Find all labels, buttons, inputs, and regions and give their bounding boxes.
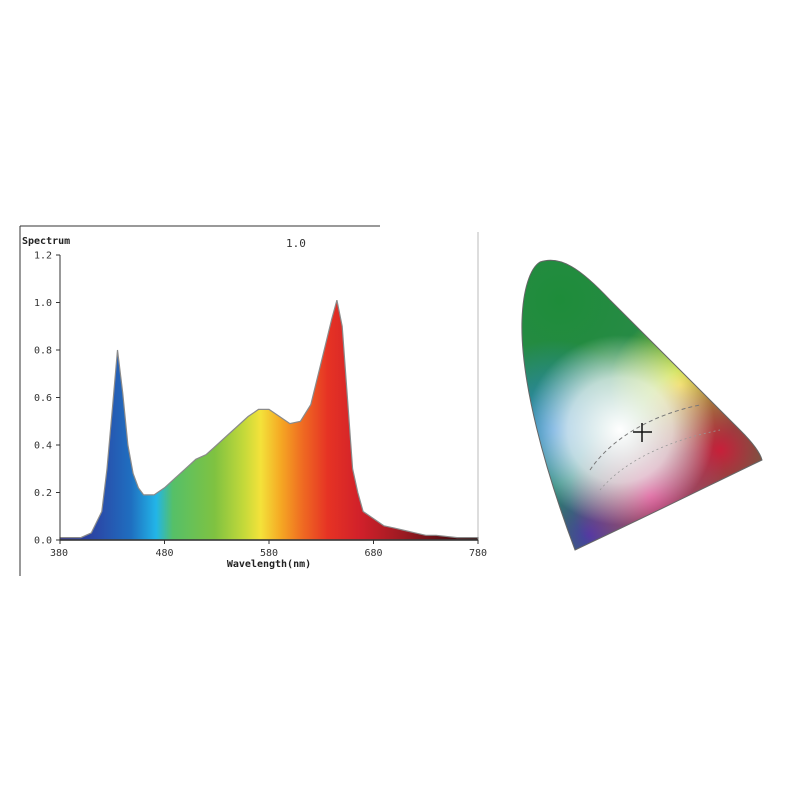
x-tick-group: 380 480 580 680 780 <box>50 540 487 559</box>
x-axis-title: Wavelength(nm) <box>227 559 311 570</box>
y-tick-group: 0.0 0.2 0.4 0.6 0.8 1.0 1.2 <box>34 251 60 547</box>
y-tick-label: 0.2 <box>34 488 52 499</box>
x-tick-label: 580 <box>260 548 278 559</box>
white-point-marker <box>633 423 652 442</box>
y-tick-label: 0.6 <box>34 393 52 404</box>
x-tick-label: 780 <box>469 548 487 559</box>
cie-outline <box>521 259 763 551</box>
spectrum-area <box>59 299 479 541</box>
y-tick-label: 0.0 <box>34 536 52 547</box>
y-tick-label: 0.8 <box>34 346 52 357</box>
y-tick-label: 0.4 <box>34 441 52 452</box>
chart-title: Spectrum <box>22 236 70 247</box>
annotation-label: 1.0 <box>286 237 306 250</box>
y-tick-label: 1.2 <box>34 251 52 262</box>
x-tick-label: 680 <box>364 548 382 559</box>
y-tick-label: 1.0 <box>34 298 52 309</box>
cie-diagram <box>521 259 763 551</box>
x-tick-label: 380 <box>50 548 68 559</box>
x-tick-label: 480 <box>155 548 173 559</box>
